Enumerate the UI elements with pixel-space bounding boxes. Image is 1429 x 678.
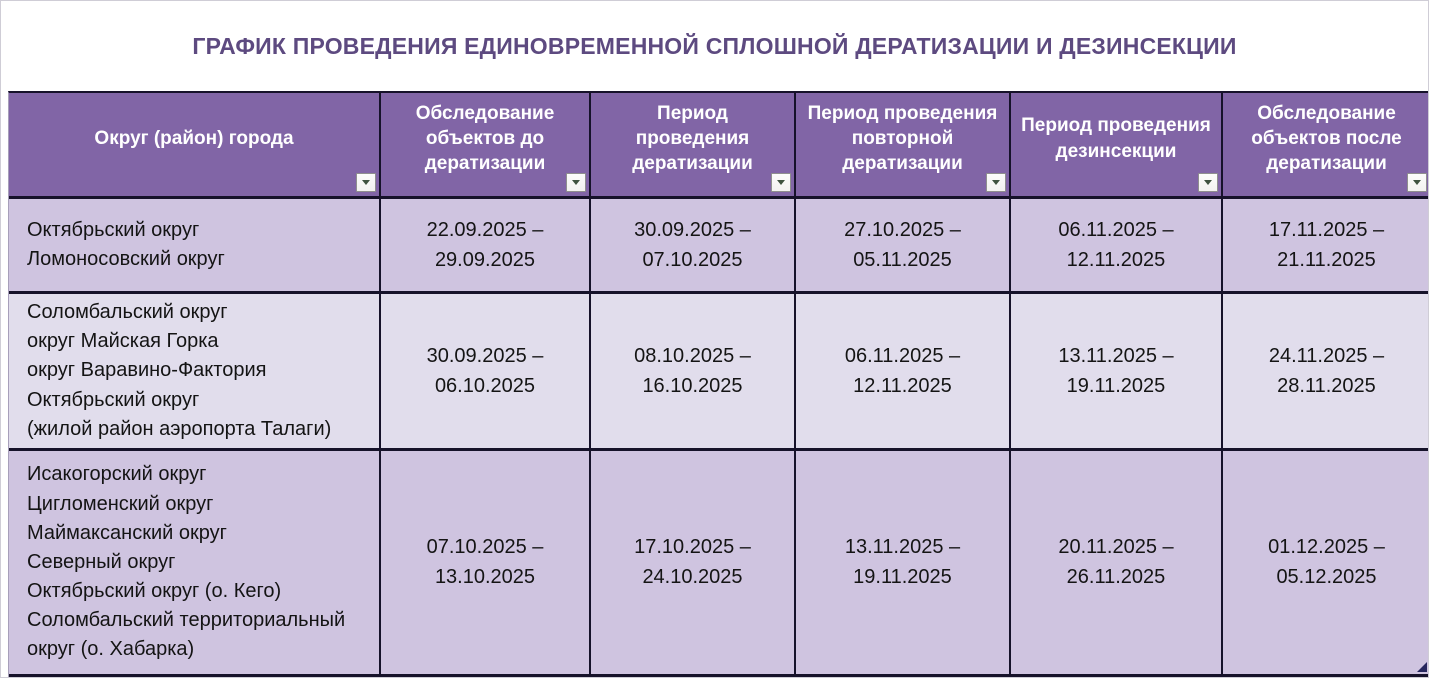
filter-dropdown-icon [992, 180, 1000, 185]
survey-before-cell: 07.10.2025 – 13.10.2025 [381, 450, 591, 674]
column-header-label: Обследование объектов до дератизации [415, 102, 555, 175]
table-row: Исакогорский округ Цигломенский округ Ма… [9, 450, 1428, 677]
filter-dropdown-icon [1204, 180, 1212, 185]
column-header-repeat-deratization-period: Период проведения повторной дератизации [796, 93, 1011, 196]
repeat-deratization-period-cell: 06.11.2025 – 12.11.2025 [796, 294, 1011, 448]
filter-dropdown-button[interactable] [1407, 173, 1427, 192]
filter-dropdown-button[interactable] [986, 173, 1006, 192]
deratization-period-cell: 30.09.2025 – 07.10.2025 [591, 199, 796, 291]
page-title: ГРАФИК ПРОВЕДЕНИЯ ЕДИНОВРЕМЕННОЙ СПЛОШНО… [192, 32, 1237, 59]
column-header-label: Период проведения дезинсекции [1021, 115, 1211, 162]
column-header-label: Период проведения повторной дератизации [807, 102, 998, 175]
filter-dropdown-button[interactable] [566, 173, 586, 192]
column-header-label: Период проведения дератизации [632, 102, 753, 175]
column-header-district: Округ (район) города [9, 93, 381, 196]
survey-before-cell: 22.09.2025 – 29.09.2025 [381, 199, 591, 291]
filter-dropdown-button[interactable] [771, 173, 791, 192]
disinsection-period-cell: 20.11.2025 – 26.11.2025 [1011, 450, 1223, 674]
filter-dropdown-icon [572, 180, 580, 185]
table-row: Соломбальский округ округ Майская Горка … [9, 294, 1428, 451]
column-header-survey-after: Обследование объектов после дератизации [1223, 93, 1428, 196]
filter-dropdown-icon [777, 180, 785, 185]
survey-before-cell: 30.09.2025 – 06.10.2025 [381, 294, 591, 448]
corner-marker-icon [1417, 662, 1427, 672]
table-row: Октябрьский округ Ломоносовский округ 22… [9, 199, 1428, 294]
survey-after-cell: 24.11.2025 – 28.11.2025 [1223, 294, 1428, 448]
deratization-period-cell: 08.10.2025 – 16.10.2025 [591, 294, 796, 448]
table-header-row: Округ (район) города Обследование объект… [9, 93, 1428, 199]
survey-after-cell: 01.12.2025 – 05.12.2025 [1223, 450, 1428, 674]
filter-dropdown-button[interactable] [356, 173, 376, 192]
column-header-label: Округ (район) города [94, 127, 294, 149]
filter-dropdown-icon [362, 180, 370, 185]
district-cell: Соломбальский округ округ Майская Горка … [9, 294, 381, 448]
filter-dropdown-icon [1413, 180, 1421, 185]
column-header-deratization-period: Период проведения дератизации [591, 93, 796, 196]
repeat-deratization-period-cell: 27.10.2025 – 05.11.2025 [796, 199, 1011, 291]
deratization-period-cell: 17.10.2025 – 24.10.2025 [591, 450, 796, 674]
repeat-deratization-period-cell: 13.11.2025 – 19.11.2025 [796, 450, 1011, 674]
filter-dropdown-button[interactable] [1198, 173, 1218, 192]
schedule-table: Округ (район) города Обследование объект… [8, 91, 1428, 677]
column-header-disinsection-period: Период проведения дезинсекции [1011, 93, 1223, 196]
disinsection-period-cell: 06.11.2025 – 12.11.2025 [1011, 199, 1223, 291]
title-band: ГРАФИК ПРОВЕДЕНИЯ ЕДИНОВРЕМЕННОЙ СПЛОШНО… [1, 1, 1428, 91]
survey-after-cell: 17.11.2025 – 21.11.2025 [1223, 199, 1428, 291]
column-header-label: Обследование объектов после дератизации [1251, 102, 1402, 175]
district-cell: Исакогорский округ Цигломенский округ Ма… [9, 450, 381, 674]
district-cell: Октябрьский округ Ломоносовский округ [9, 199, 381, 291]
column-header-survey-before: Обследование объектов до дератизации [381, 93, 591, 196]
disinsection-period-cell: 13.11.2025 – 19.11.2025 [1011, 294, 1223, 448]
